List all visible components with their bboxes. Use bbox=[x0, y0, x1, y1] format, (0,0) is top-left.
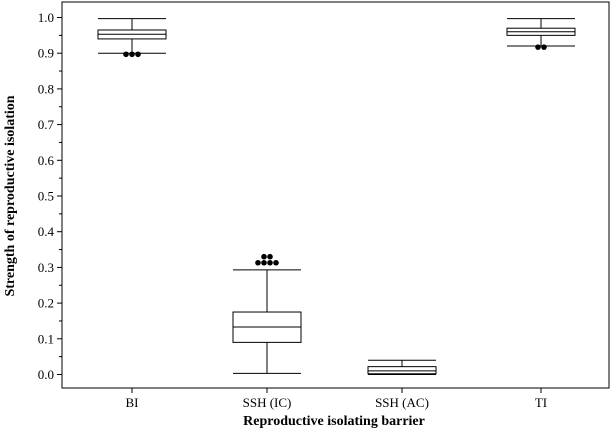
y-tick-label: 0.2 bbox=[38, 296, 54, 311]
outlier-point bbox=[267, 253, 273, 260]
outlier-point bbox=[273, 259, 279, 266]
outlier-point bbox=[135, 51, 141, 58]
outlier-point bbox=[261, 253, 267, 260]
outlier-point bbox=[267, 259, 273, 266]
y-axis-title: Strength of reproductive isolation bbox=[3, 95, 18, 296]
y-tick-label: 0.9 bbox=[38, 46, 54, 61]
box-bi bbox=[97, 18, 167, 58]
y-axis-ticks: 0.0 0.1 0.2 0.3 0.4 0.5 0.6 0.7 0.8 0.9 1.0 bbox=[38, 10, 62, 382]
outlier-point bbox=[541, 44, 547, 50]
x-tick-label: BI bbox=[126, 395, 139, 410]
box-series bbox=[97, 18, 576, 375]
x-tick-label: SSH (IC) bbox=[243, 395, 292, 410]
y-tick-label: 0.3 bbox=[38, 260, 54, 275]
x-tick-label: SSH (AC) bbox=[375, 395, 429, 410]
y-tick-label: 0.0 bbox=[38, 367, 54, 382]
plot-frame bbox=[61, 1, 610, 389]
outlier-point bbox=[261, 259, 267, 266]
y-tick-label: 0.4 bbox=[38, 224, 55, 239]
y-tick-label: 0.5 bbox=[38, 189, 54, 204]
outlier-point bbox=[129, 51, 135, 58]
box-iqr bbox=[367, 366, 437, 375]
x-axis-ticks: BI SSH (IC) SSH (AC) TI bbox=[126, 388, 547, 410]
box-ssh-ac bbox=[367, 359, 437, 375]
y-tick-label: 0.6 bbox=[38, 153, 55, 168]
y-tick-label: 0.7 bbox=[38, 117, 55, 132]
outlier-point bbox=[535, 44, 541, 50]
outlier-point bbox=[255, 259, 261, 266]
outlier-point bbox=[123, 51, 129, 58]
x-axis-title: Reproductive isolating barrier bbox=[243, 414, 425, 429]
y-tick-label: 0.1 bbox=[38, 331, 54, 346]
box-ssh-ic bbox=[232, 253, 302, 374]
x-tick-label: TI bbox=[535, 395, 547, 410]
y-tick-label: 0.8 bbox=[38, 81, 54, 96]
y-tick-label: 1.0 bbox=[38, 10, 54, 25]
box-ti bbox=[506, 18, 576, 50]
